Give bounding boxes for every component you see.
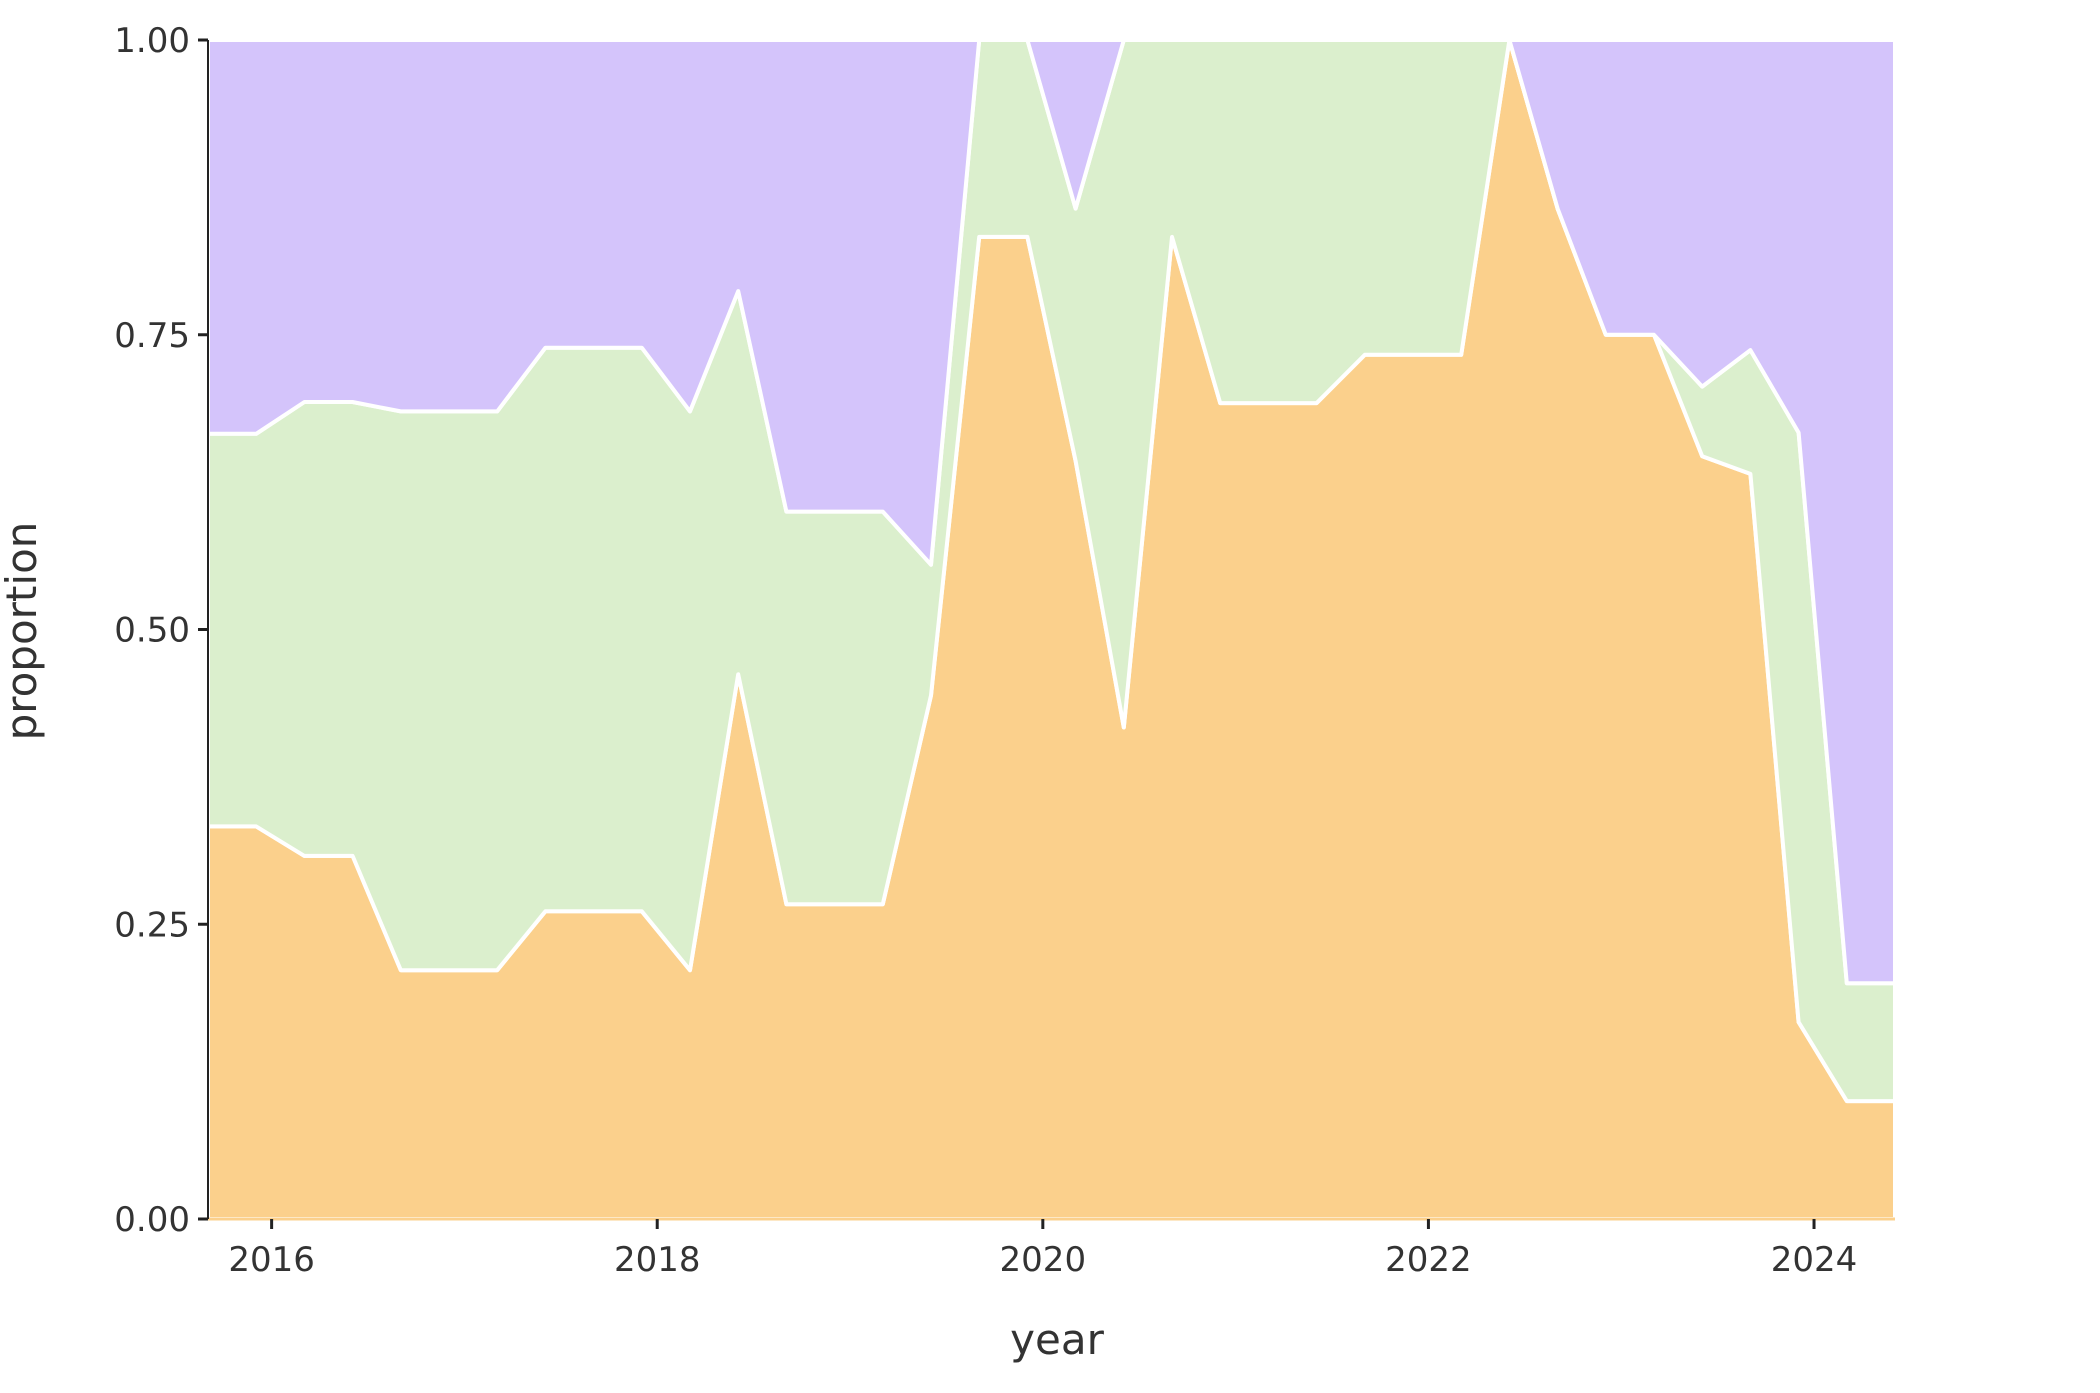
y-axis-title: proportion: [0, 522, 46, 741]
y-tick-label: 0.75: [114, 316, 190, 356]
x-tick-label: 2024: [1771, 1240, 1858, 1280]
y-tick-label: 0.25: [114, 905, 190, 945]
x-axis: 2016 2018 2020 2022 2024: [228, 1219, 1857, 1280]
y-axis: 0.00 0.25 0.50 0.75 1.00: [114, 21, 209, 1240]
x-tick-label: 2018: [614, 1240, 701, 1280]
x-tick-label: 2020: [1000, 1240, 1087, 1280]
y-tick-label: 1.00: [114, 21, 190, 61]
x-tick-label: 2022: [1385, 1240, 1472, 1280]
y-tick-label: 0.50: [114, 611, 190, 651]
y-tick-label: 0.00: [114, 1200, 190, 1240]
x-axis-title: year: [1010, 1315, 1104, 1364]
area-series-3: [206, 38, 1897, 986]
area-layers: [206, 38, 1897, 1221]
x-tick-label: 2016: [228, 1240, 315, 1280]
